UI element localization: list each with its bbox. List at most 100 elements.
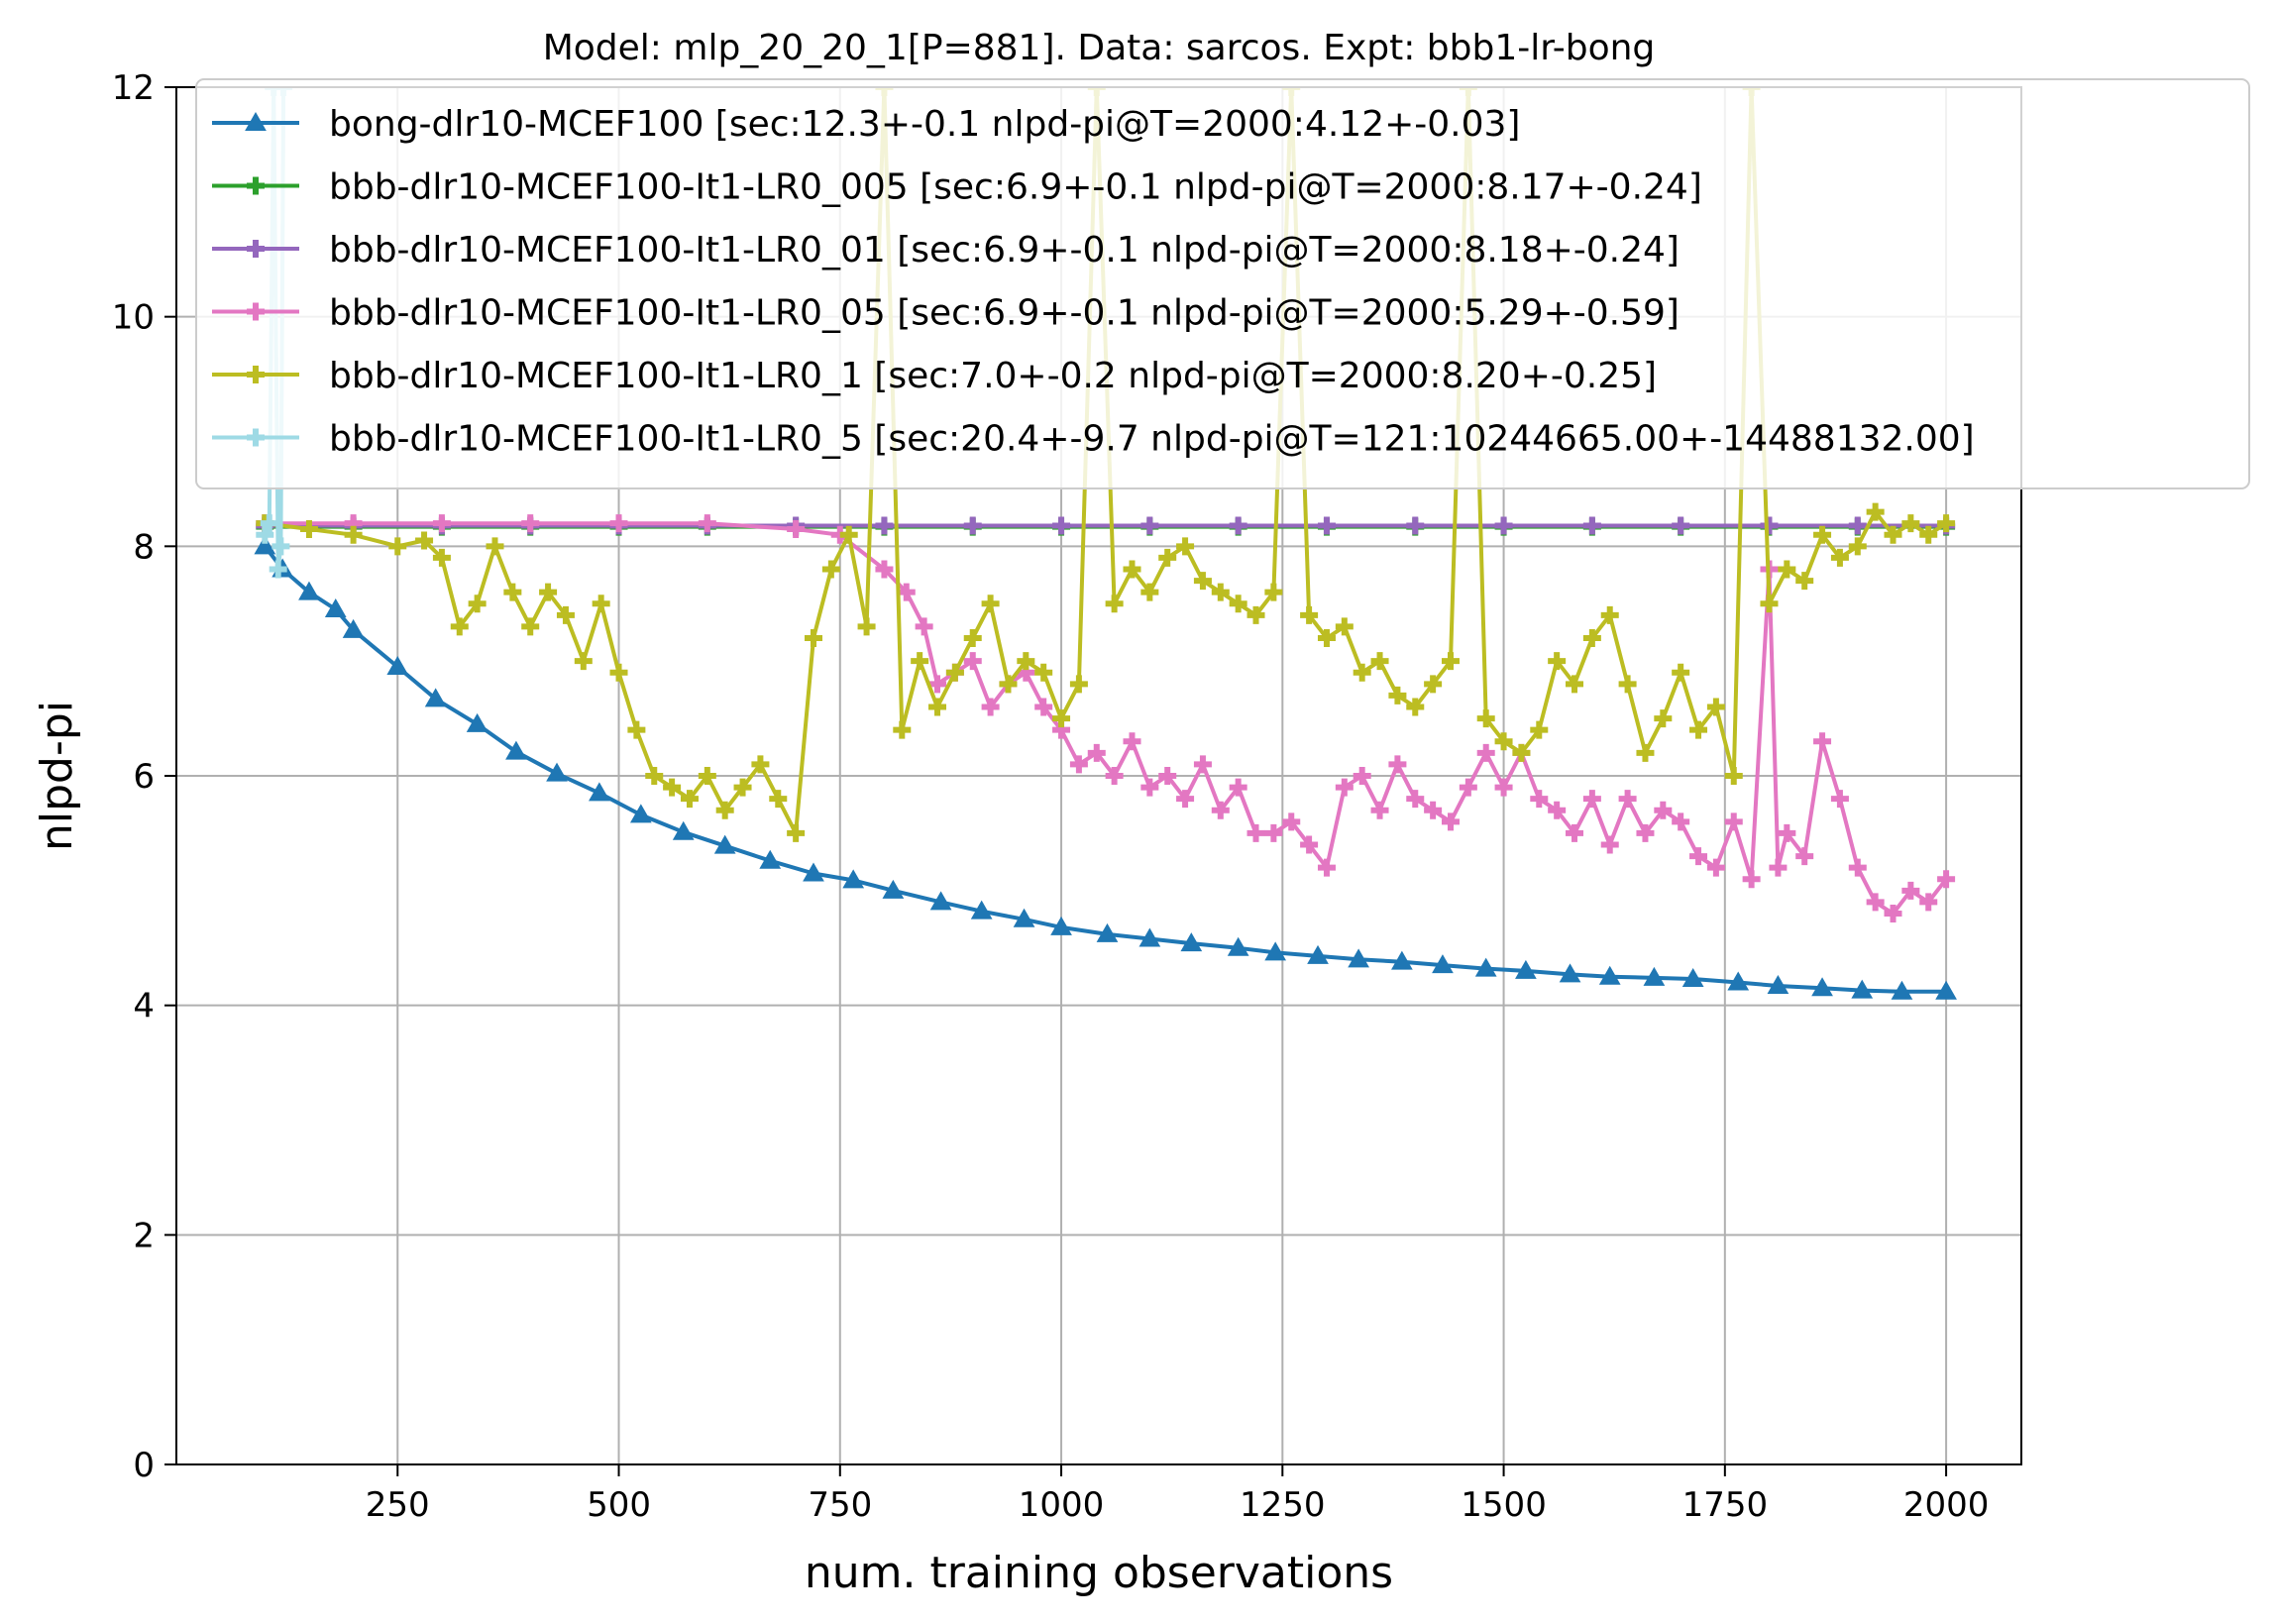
data-point (1193, 755, 1212, 774)
data-point (1643, 966, 1666, 986)
legend-label: bbb-dlr10-MCEF100-It1-LR0_5 [sec:20.4+-9… (329, 419, 1975, 460)
data-point (645, 767, 664, 785)
data-point (769, 790, 788, 809)
data-point (1769, 858, 1788, 877)
data-point (1264, 823, 1283, 842)
chart-title: Model: mlp_20_20_1[P=881]. Data: sarcos.… (543, 28, 1656, 68)
data-point (839, 525, 858, 544)
y-tick-label: 0 (133, 1446, 155, 1485)
data-point (1919, 525, 1938, 544)
data-point (1548, 652, 1567, 671)
data-point (1105, 595, 1124, 613)
data-point (1795, 847, 1814, 866)
data-point (1476, 709, 1495, 728)
data-point (1158, 767, 1177, 785)
data-point (1335, 778, 1354, 797)
data-point (928, 698, 947, 716)
data-point (1901, 514, 1920, 533)
data-point (1317, 629, 1336, 647)
data-point (1388, 755, 1407, 774)
legend-swatch-marker (247, 428, 265, 447)
data-point (1300, 605, 1319, 624)
data-point (1432, 954, 1454, 974)
data-point (1050, 916, 1072, 935)
legend-entry: bbb-dlr10-MCEF100-It1-LR0_005 [sec:6.9+-… (212, 167, 1702, 208)
data-point (698, 514, 716, 533)
data-point (1760, 595, 1779, 613)
x-tick-label: 1250 (1240, 1485, 1326, 1525)
data-point (1406, 790, 1425, 809)
data-point (1096, 922, 1119, 942)
x-tick-label: 500 (587, 1485, 651, 1525)
data-point (1582, 516, 1601, 535)
data-point (698, 767, 716, 785)
data-point (1441, 652, 1460, 671)
data-point (1618, 675, 1637, 694)
data-point (1811, 977, 1833, 997)
legend-entry: bbb-dlr10-MCEF100-It1-LR0_5 [sec:20.4+-9… (212, 419, 1975, 460)
data-point (1689, 720, 1708, 739)
data-point (450, 617, 469, 636)
data-point (1424, 801, 1443, 819)
series-5 (256, 87, 1956, 842)
data-point (1441, 812, 1460, 831)
data-point (821, 560, 840, 579)
data-point (1778, 823, 1796, 842)
data-point (1566, 675, 1584, 694)
data-point (1515, 959, 1537, 979)
data-point (298, 581, 320, 600)
data-point (1548, 801, 1567, 819)
data-point (1767, 974, 1789, 994)
data-point (1052, 516, 1071, 535)
data-point (432, 548, 451, 567)
data-point (1138, 927, 1161, 947)
data-point (1494, 516, 1513, 535)
data-point (1891, 980, 1913, 1000)
data-point (751, 755, 770, 774)
data-point (1227, 936, 1249, 956)
data-point (1140, 516, 1159, 535)
data-point (1689, 847, 1708, 866)
data-point (1681, 968, 1704, 988)
data-point (1866, 502, 1885, 521)
data-point (1370, 801, 1389, 819)
data-point (1474, 957, 1497, 977)
series-line (265, 521, 1948, 916)
data-point (1742, 870, 1761, 889)
data-point (1848, 858, 1867, 877)
data-point (1388, 686, 1407, 704)
y-tick-label: 2 (133, 1216, 155, 1255)
data-point (1229, 516, 1247, 535)
y-tick-label: 6 (133, 757, 155, 797)
data-point (1105, 767, 1124, 785)
legend-entry: bbb-dlr10-MCEF100-It1-LR0_1 [sec:7.0+-0.… (212, 356, 1657, 396)
data-point (963, 652, 982, 671)
data-point (1512, 743, 1531, 762)
data-point (1530, 720, 1549, 739)
data-point (915, 617, 933, 636)
data-point (875, 560, 894, 579)
legend-label: bbb-dlr10-MCEF100-It1-LR0_005 [sec:6.9+-… (329, 167, 1702, 208)
data-point (432, 514, 451, 533)
data-point (1176, 537, 1195, 556)
data-point (713, 834, 736, 854)
data-point (256, 525, 274, 544)
data-point (882, 879, 905, 899)
data-point (271, 537, 290, 556)
data-point (803, 862, 824, 882)
data-point (1724, 812, 1743, 831)
data-point (1476, 743, 1495, 762)
data-point (1348, 948, 1369, 968)
data-point (1654, 801, 1673, 819)
x-tick-label: 2000 (1903, 1485, 1990, 1525)
series-group (254, 87, 1957, 1000)
x-tick-label: 1500 (1461, 1485, 1547, 1525)
data-point (254, 535, 276, 555)
data-point (1034, 698, 1053, 716)
data-point (324, 598, 347, 618)
legend-label: bbb-dlr10-MCEF100-It1-LR0_05 [sec:6.9+-0… (329, 293, 1680, 334)
data-point (1937, 514, 1956, 533)
data-point (1582, 629, 1601, 647)
data-point (733, 778, 752, 797)
